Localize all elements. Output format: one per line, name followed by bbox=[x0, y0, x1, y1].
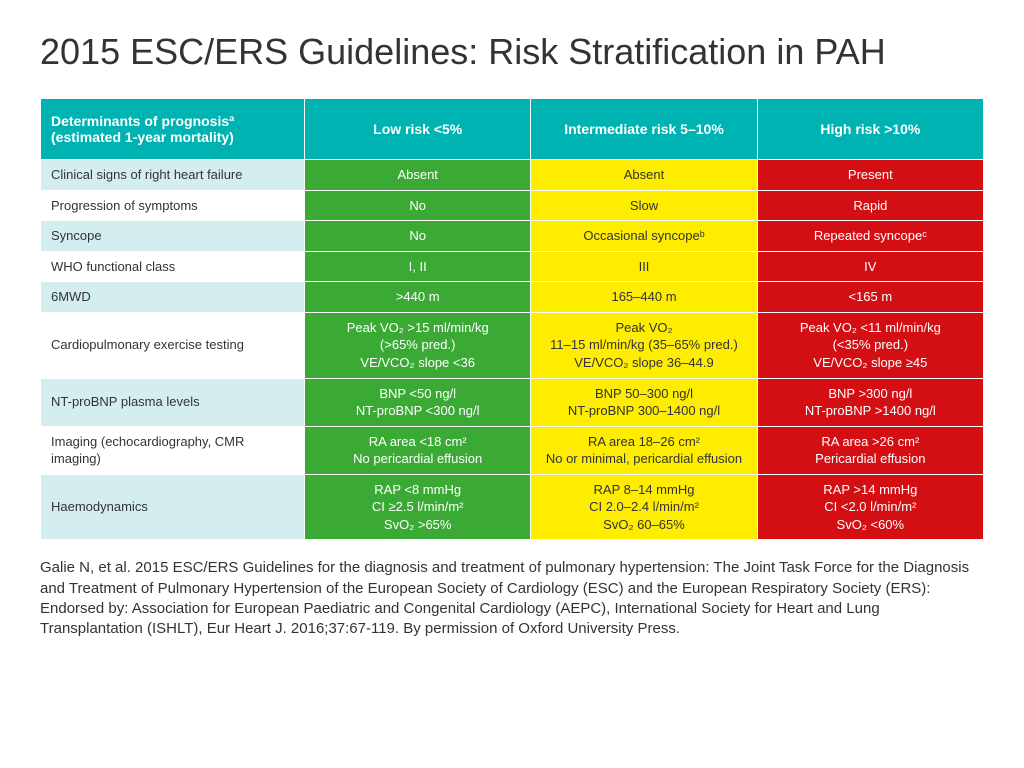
cell-high: Rapid bbox=[757, 190, 983, 221]
cell-low: No bbox=[305, 221, 531, 252]
row-label: Haemodynamics bbox=[41, 474, 305, 540]
col-risk-1: Low risk <5% bbox=[305, 99, 531, 160]
cell-intermediate: Occasional syncopeᵇ bbox=[531, 221, 757, 252]
table-row: 6MWD>440 m165–440 m<165 m bbox=[41, 282, 984, 313]
cell-intermediate: RA area 18–26 cm²No or minimal, pericard… bbox=[531, 426, 757, 474]
cell-low: BNP <50 ng/lNT-proBNP <300 ng/l bbox=[305, 378, 531, 426]
cell-high: Peak VO₂ <11 ml/min/kg(<35% pred.)VE/VCO… bbox=[757, 312, 983, 378]
row-label: Clinical signs of right heart failure bbox=[41, 160, 305, 191]
col-risk-2: Intermediate risk 5–10% bbox=[531, 99, 757, 160]
table-row: Clinical signs of right heart failureAbs… bbox=[41, 160, 984, 191]
row-label: NT-proBNP plasma levels bbox=[41, 378, 305, 426]
table-row: WHO functional classI, IIIIIIV bbox=[41, 251, 984, 282]
cell-high: Repeated syncopeᶜ bbox=[757, 221, 983, 252]
cell-high: IV bbox=[757, 251, 983, 282]
row-label: 6MWD bbox=[41, 282, 305, 313]
cell-low: No bbox=[305, 190, 531, 221]
col-risk-3: High risk >10% bbox=[757, 99, 983, 160]
cell-low: RA area <18 cm²No pericardial effusion bbox=[305, 426, 531, 474]
cell-low: Peak VO₂ >15 ml/min/kg(>65% pred.)VE/VCO… bbox=[305, 312, 531, 378]
risk-table: Determinants of prognosisª (estimated 1-… bbox=[40, 98, 984, 540]
cell-intermediate: Slow bbox=[531, 190, 757, 221]
cell-low: I, II bbox=[305, 251, 531, 282]
cell-low: Absent bbox=[305, 160, 531, 191]
cell-high: RA area >26 cm²Pericardial effusion bbox=[757, 426, 983, 474]
table-body: Clinical signs of right heart failureAbs… bbox=[41, 160, 984, 540]
cell-intermediate: 165–440 m bbox=[531, 282, 757, 313]
table-row: Imaging (echocardiography, CMR imaging)R… bbox=[41, 426, 984, 474]
cell-high: BNP >300 ng/lNT-proBNP >1400 ng/l bbox=[757, 378, 983, 426]
row-label: Syncope bbox=[41, 221, 305, 252]
table-row: HaemodynamicsRAP <8 mmHgCI ≥2.5 l/min/m²… bbox=[41, 474, 984, 540]
table-row: Cardiopulmonary exercise testingPeak VO₂… bbox=[41, 312, 984, 378]
cell-high: <165 m bbox=[757, 282, 983, 313]
page-title: 2015 ESC/ERS Guidelines: Risk Stratifica… bbox=[40, 30, 984, 73]
table-row: SyncopeNoOccasional syncopeᵇRepeated syn… bbox=[41, 221, 984, 252]
table-header: Determinants of prognosisª (estimated 1-… bbox=[41, 99, 984, 160]
row-label: Cardiopulmonary exercise testing bbox=[41, 312, 305, 378]
row-label: WHO functional class bbox=[41, 251, 305, 282]
cell-intermediate: BNP 50–300 ng/lNT-proBNP 300–1400 ng/l bbox=[531, 378, 757, 426]
cell-intermediate: RAP 8–14 mmHgCI 2.0–2.4 l/min/m²SvO₂ 60–… bbox=[531, 474, 757, 540]
col-determinants: Determinants of prognosisª (estimated 1-… bbox=[41, 99, 305, 160]
citation-text: Galie N, et al. 2015 ESC/ERS Guidelines … bbox=[40, 558, 984, 639]
cell-intermediate: Absent bbox=[531, 160, 757, 191]
table-row: NT-proBNP plasma levelsBNP <50 ng/lNT-pr… bbox=[41, 378, 984, 426]
cell-intermediate: Peak VO₂11–15 ml/min/kg (35–65% pred.)VE… bbox=[531, 312, 757, 378]
cell-high: Present bbox=[757, 160, 983, 191]
row-label: Imaging (echocardiography, CMR imaging) bbox=[41, 426, 305, 474]
row-label: Progression of symptoms bbox=[41, 190, 305, 221]
cell-intermediate: III bbox=[531, 251, 757, 282]
cell-low: RAP <8 mmHgCI ≥2.5 l/min/m²SvO₂ >65% bbox=[305, 474, 531, 540]
cell-high: RAP >14 mmHgCI <2.0 l/min/m²SvO₂ <60% bbox=[757, 474, 983, 540]
cell-low: >440 m bbox=[305, 282, 531, 313]
table-row: Progression of symptomsNoSlowRapid bbox=[41, 190, 984, 221]
